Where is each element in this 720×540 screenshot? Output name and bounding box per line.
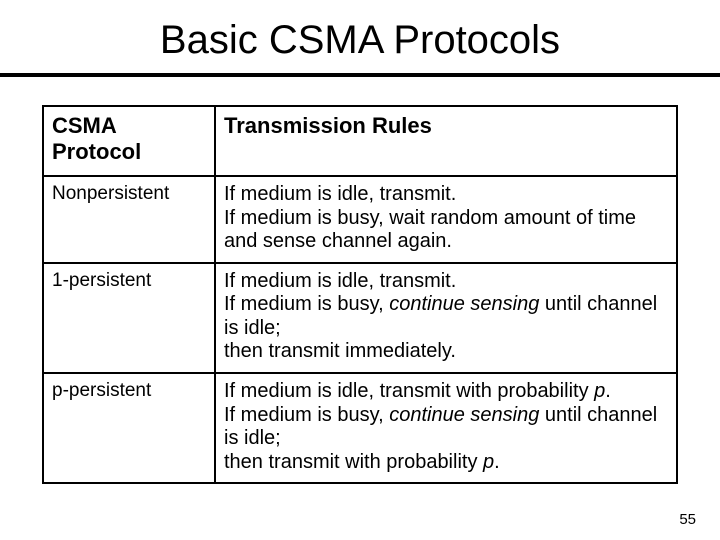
rule-emph: continue sensing [389,293,539,315]
cell-rules: If medium is idle, transmit. If medium i… [215,176,677,263]
table-header-row: CSMA Protocol Transmission Rules [43,106,677,176]
cell-protocol: Nonpersistent [43,176,215,263]
rule-emph: p [483,451,494,473]
table-container: CSMA Protocol Transmission Rules Nonpers… [0,77,720,484]
table-row: 1-persistent If medium is idle, transmit… [43,263,677,373]
header-rules: Transmission Rules [215,106,677,176]
rule-line: If medium is idle, transmit. [224,183,456,205]
rule-line: If medium is busy, wait random amount of… [224,207,636,253]
rule-emph: p [594,380,605,402]
slide-title: Basic CSMA Protocols [0,0,720,73]
rule-text: . [494,451,500,473]
slide: Basic CSMA Protocols CSMA Protocol Trans… [0,0,720,540]
table-row: Nonpersistent If medium is idle, transmi… [43,176,677,263]
header-protocol: CSMA Protocol [43,106,215,176]
rule-text: If medium is idle, transmit with probabi… [224,380,594,402]
cell-rules: If medium is idle, transmit with probabi… [215,373,677,483]
cell-protocol: p-persistent [43,373,215,483]
rule-emph: continue sensing [389,404,539,426]
cell-rules: If medium is idle, transmit. If medium i… [215,263,677,373]
page-number: 55 [679,511,696,528]
table-row: p-persistent If medium is idle, transmit… [43,373,677,483]
protocols-table: CSMA Protocol Transmission Rules Nonpers… [42,105,678,484]
cell-protocol: 1-persistent [43,263,215,373]
